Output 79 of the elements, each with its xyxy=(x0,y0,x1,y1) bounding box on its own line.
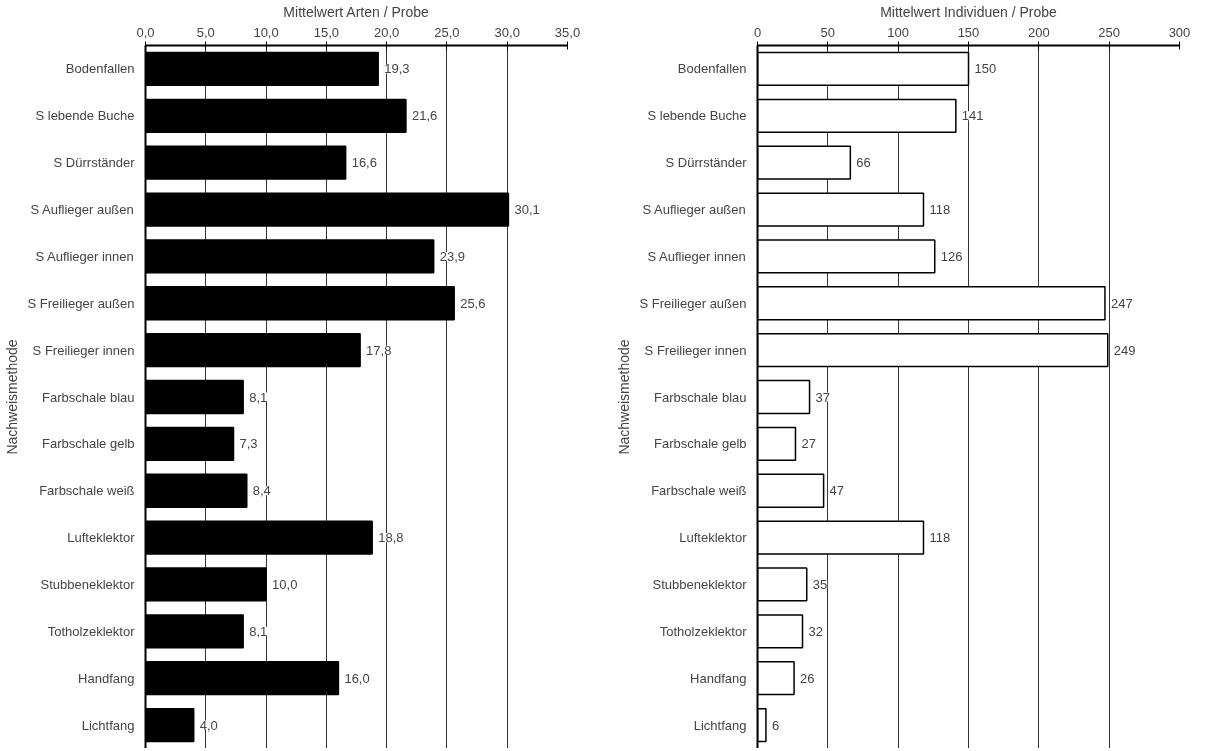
data-label: 6 xyxy=(771,717,780,733)
data-label: 27 xyxy=(801,436,816,452)
data-label: 118 xyxy=(929,202,951,218)
data-label: 10,0 xyxy=(272,576,298,592)
x-tick-label: 15,0 xyxy=(313,24,340,40)
y-tick-label: Handfang xyxy=(78,670,135,686)
data-label: 16,6 xyxy=(351,155,377,171)
data-label: 32 xyxy=(808,623,823,639)
x-tick-label: 100 xyxy=(887,24,910,40)
data-label: 7,3 xyxy=(239,436,258,452)
data-label: 4,0 xyxy=(199,717,218,733)
data-label: 118 xyxy=(929,530,951,546)
data-label: 47 xyxy=(829,483,845,499)
data-label: 37 xyxy=(815,389,831,405)
x-tick-label: 50 xyxy=(820,24,836,40)
x-tick-label: 0,0 xyxy=(136,24,155,40)
y-tick-label: Bodenfallen xyxy=(677,61,747,77)
x-tick-label: 200 xyxy=(1027,24,1050,40)
x-tick-label: 35,0 xyxy=(554,24,581,40)
y-tick-label: S Auflieger innen xyxy=(647,248,746,264)
y-tick-label: S Auflieger innen xyxy=(35,248,134,264)
x-tick-label: 20,0 xyxy=(373,24,400,40)
y-tick-label: S Auflieger außen xyxy=(642,202,746,218)
y-tick-label: Handfang xyxy=(690,670,747,686)
data-label: 150 xyxy=(974,61,997,77)
y-tick-label: S Dürrständer xyxy=(53,155,136,171)
y-tick-label: S Freilieger außen xyxy=(27,295,135,311)
x-tick-label: 5,0 xyxy=(196,24,215,40)
y-tick-label: Farbschale weiß xyxy=(651,483,747,499)
y-tick-label: S lebende Buche xyxy=(35,108,135,124)
data-label: 66 xyxy=(856,155,871,171)
x-tick-label: 10,0 xyxy=(253,24,279,40)
data-label: 25,6 xyxy=(460,295,486,311)
x-tick-label: 250 xyxy=(1098,24,1121,40)
y-tick-label: Stubbeneklektor xyxy=(40,576,136,592)
y-tick-label: Totholzeklektor xyxy=(659,623,748,639)
x-axis-title: Mittelwert Individuen / Probe xyxy=(880,3,1058,20)
data-label: 26 xyxy=(800,670,815,686)
y-tick-label: Farbschale blau xyxy=(654,389,747,405)
data-label: 141 xyxy=(961,108,984,124)
data-label: 23,9 xyxy=(439,248,465,264)
x-tick-label: 0 xyxy=(753,24,762,40)
data-label: 21,6 xyxy=(411,108,438,124)
x-tick-label: 25,0 xyxy=(434,24,460,40)
y-tick-label: S Auflieger außen xyxy=(30,202,134,218)
data-label: 247 xyxy=(1110,295,1133,311)
y-tick-label: Farbschale gelb xyxy=(42,436,135,452)
x-tick-label: 300 xyxy=(1168,24,1191,40)
data-label: 19,3 xyxy=(384,61,410,77)
data-label: 17,8 xyxy=(366,342,392,358)
x-tick-label: 30,0 xyxy=(494,24,520,40)
x-axis-title: Mittelwert Arten / Probe xyxy=(283,3,430,20)
y-tick-label: Farbschale gelb xyxy=(654,436,747,452)
x-tick-label: 150 xyxy=(957,24,980,40)
data-label: 35 xyxy=(812,576,828,592)
y-tick-label: Bodenfallen xyxy=(65,61,135,77)
y-tick-label: Totholzeklektor xyxy=(47,623,136,639)
data-label: 18,8 xyxy=(378,530,404,546)
y-tick-label: Stubbeneklektor xyxy=(652,576,748,592)
data-label: 8,1 xyxy=(249,623,268,639)
data-label: 249 xyxy=(1113,342,1136,358)
y-tick-label: S Dürrständer xyxy=(665,155,748,171)
y-tick-label: S lebende Buche xyxy=(647,108,747,124)
y-tick-label: Lufteklektor xyxy=(67,530,136,546)
y-tick-label: S Freilieger innen xyxy=(32,342,135,358)
y-tick-label: Lichtfang xyxy=(693,717,747,733)
y-tick-label: S Freilieger außen xyxy=(639,295,747,311)
data-label: 126 xyxy=(940,248,963,264)
y-axis-title: Nachweismethode xyxy=(615,339,632,455)
y-tick-label: Lufteklektor xyxy=(679,530,748,546)
y-tick-label: Farbschale blau xyxy=(42,389,135,405)
data-label: 30,1 xyxy=(514,202,540,218)
y-tick-label: Farbschale weiß xyxy=(39,483,135,499)
data-label: 8,4 xyxy=(252,483,271,499)
data-label: 16,0 xyxy=(344,670,370,686)
y-tick-label: S Freilieger innen xyxy=(644,342,747,358)
data-label: 8,1 xyxy=(249,389,268,405)
y-tick-label: Lichtfang xyxy=(81,717,135,733)
y-axis-title: Nachweismethode xyxy=(3,339,20,455)
